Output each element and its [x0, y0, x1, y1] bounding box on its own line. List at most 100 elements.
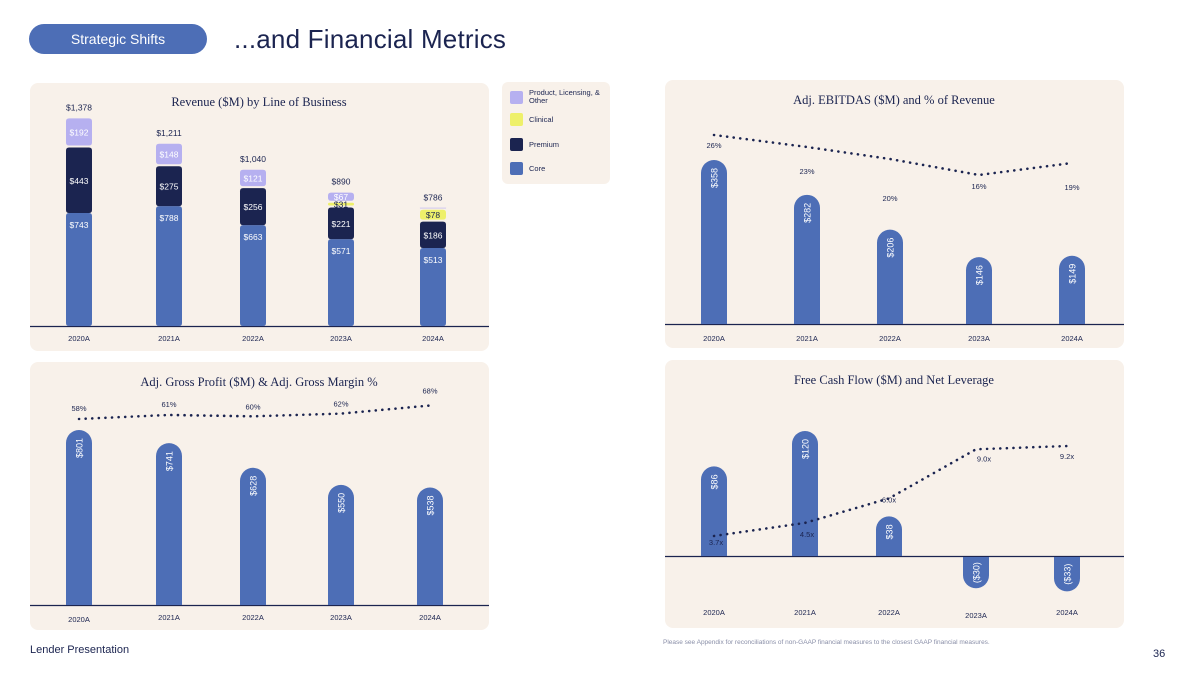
footer-label: Lender Presentation	[30, 644, 130, 656]
revenue-segment-label: $67	[334, 192, 348, 202]
legend-swatch-other	[510, 90, 523, 104]
ebitdas-x-tick-2024A: 2024A	[1061, 334, 1083, 343]
ebitdas-line-label: 26%	[706, 141, 721, 150]
revenue-bar-premium-2024A	[420, 221, 446, 248]
footnote: Please see Appendix for reconciliations …	[663, 639, 990, 646]
gross-bar-2024A	[417, 487, 443, 605]
legend-item-clinical: Clinical	[510, 113, 603, 126]
legend-swatch-clinical	[510, 113, 523, 126]
legend-item-other: Product, Licensing, & Other	[510, 89, 603, 105]
fcf-line-label: 4.5x	[800, 530, 814, 539]
gross-line-label: 62%	[333, 400, 348, 409]
gross-chart-title: Adj. Gross Profit ($M) & Adj. Gross Marg…	[140, 375, 377, 389]
ebitdas-line-label: 23%	[799, 167, 814, 176]
revenue-bar-clinical-2023A	[328, 202, 354, 206]
gross-x-tick-2020A: 2020A	[68, 615, 90, 624]
revenue-bar-product-licensing-other-2023A	[328, 192, 354, 201]
revenue-x-tick-2023A: 2023A	[330, 334, 352, 343]
gross-bar-label: $550	[337, 493, 347, 513]
legend-label-clinical: Clinical	[529, 114, 554, 124]
ebitdas-line-label: 20%	[882, 194, 897, 203]
revenue-segment-label: $663	[244, 232, 263, 242]
revenue-segment-label: $192	[70, 127, 89, 137]
revenue-bar-product-licensing-other-2022A	[240, 169, 266, 187]
revenue-bar-premium-2020A	[66, 147, 92, 213]
ebitdas-bar-label: $282	[803, 203, 813, 223]
gross-bar-2022A	[240, 467, 266, 605]
revenue-x-tick-2024A: 2024A	[422, 334, 444, 343]
ebitdas-bar-label: $206	[886, 238, 896, 258]
fcf-chart-title: Free Cash Flow ($M) and Net Leverage	[794, 373, 994, 387]
gross-bar-2021A	[156, 443, 182, 605]
ebitdas-bar-label: $149	[1068, 264, 1078, 284]
revenue-segment-label: $743	[70, 220, 89, 230]
gross-line-series	[77, 404, 432, 421]
ebitdas-bar-2020A	[701, 160, 727, 324]
revenue-segment-label: $571	[332, 246, 351, 256]
gross-bar-label: $628	[249, 476, 259, 496]
gross-x-tick-2023A: 2023A	[330, 613, 352, 622]
revenue-chart-panel: Revenue ($M) by Line of Business $743 $443…	[30, 83, 489, 351]
ebitdas-chart-title: Adj. EBITDAS ($M) and % of Revenue	[793, 93, 995, 107]
revenue-x-tick-2022A: 2022A	[242, 334, 264, 343]
gross-bar-label: $741	[165, 451, 175, 471]
fcf-chart-panel: Free Cash Flow ($M) and Net Leverage $86 3…	[665, 360, 1124, 628]
legend-label-other: Product, Licensing, & Other	[529, 88, 600, 105]
gross-x-tick-2021A: 2021A	[158, 613, 180, 622]
ebitdas-chart: Adj. EBITDAS ($M) and % of Revenue $358 26…	[665, 93, 1124, 343]
legend-swatch-core	[510, 162, 523, 175]
revenue-bar-premium-2023A	[328, 207, 354, 240]
gross-x-tick-2022A: 2022A	[242, 613, 264, 622]
fcf-x-tick-2020A: 2020A	[703, 608, 725, 617]
fcf-x-tick-2023A: 2023A	[965, 611, 987, 620]
fcf-x-tick-2021A: 2021A	[794, 608, 816, 617]
fcf-bar-2020A	[701, 466, 727, 556]
ebitdas-bar-2023A	[966, 257, 992, 324]
legend-label-core: Core	[529, 163, 546, 173]
ebitdas-line-label: 16%	[971, 182, 986, 191]
revenue-total-label: $786	[424, 192, 443, 202]
revenue-bar-product-licensing-other-2024A	[419, 207, 447, 209]
revenue-bar-product-licensing-other-2021A	[156, 143, 182, 165]
revenue-bar-core-2020A	[66, 212, 92, 326]
revenue-bar-premium-2021A	[156, 166, 182, 207]
revenue-segment-label: $443	[70, 176, 89, 186]
ebitdas-bar-label: $146	[975, 265, 985, 285]
fcf-line-series	[712, 444, 1069, 538]
revenue-bar-core-2022A	[240, 225, 266, 326]
fcf-bar-label: ($33)	[1063, 564, 1073, 585]
ebitdas-x-tick-2021A: 2021A	[796, 334, 818, 343]
legend-item-premium: Premium	[510, 138, 603, 151]
fcf-bar-label: $38	[885, 524, 895, 539]
legend-label-premium: Premium	[529, 139, 560, 149]
revenue-bar-core-2021A	[156, 206, 182, 326]
ebitdas-x-tick-2020A: 2020A	[703, 334, 725, 343]
revenue-segment-label: $513	[424, 255, 443, 265]
revenue-chart: Revenue ($M) by Line of Business $743 $443…	[30, 95, 489, 343]
gross-bar-2023A	[328, 484, 354, 605]
revenue-total-label: $1,040	[240, 154, 266, 164]
revenue-segment-label: $221	[332, 219, 351, 229]
gross-profit-chart-panel: Adj. Gross Profit ($M) & Adj. Gross Marg…	[30, 362, 489, 630]
gross-line-label: 61%	[161, 400, 176, 409]
revenue-bar-product-licensing-other-2020A	[66, 118, 92, 146]
fcf-x-tick-2022A: 2022A	[878, 608, 900, 617]
gross-bar-label: $538	[426, 495, 436, 515]
fcf-bar-label: $120	[801, 439, 811, 459]
revenue-segment-label: $148	[160, 150, 179, 160]
fcf-line-label: 9.0x	[977, 454, 991, 463]
revenue-segment-label: $788	[160, 213, 179, 223]
fcf-chart: Free Cash Flow ($M) and Net Leverage $86 3…	[665, 373, 1124, 620]
ebitdas-bar-2021A	[794, 194, 820, 324]
revenue-bar-premium-2022A	[240, 188, 266, 226]
fcf-line-label: 6.0x	[882, 495, 896, 504]
gross-line-label: 58%	[71, 404, 86, 413]
revenue-x-tick-2021A: 2021A	[158, 334, 180, 343]
revenue-total-label: $890	[332, 177, 351, 187]
revenue-chart-title: Revenue ($M) by Line of Business	[171, 95, 346, 109]
ebitdas-x-tick-2023A: 2023A	[968, 334, 990, 343]
revenue-segment-label: $275	[160, 182, 179, 192]
gross-bar-2020A	[66, 430, 92, 605]
section-pill: Strategic Shifts	[29, 24, 207, 54]
legend-item-core: Core	[510, 162, 603, 175]
